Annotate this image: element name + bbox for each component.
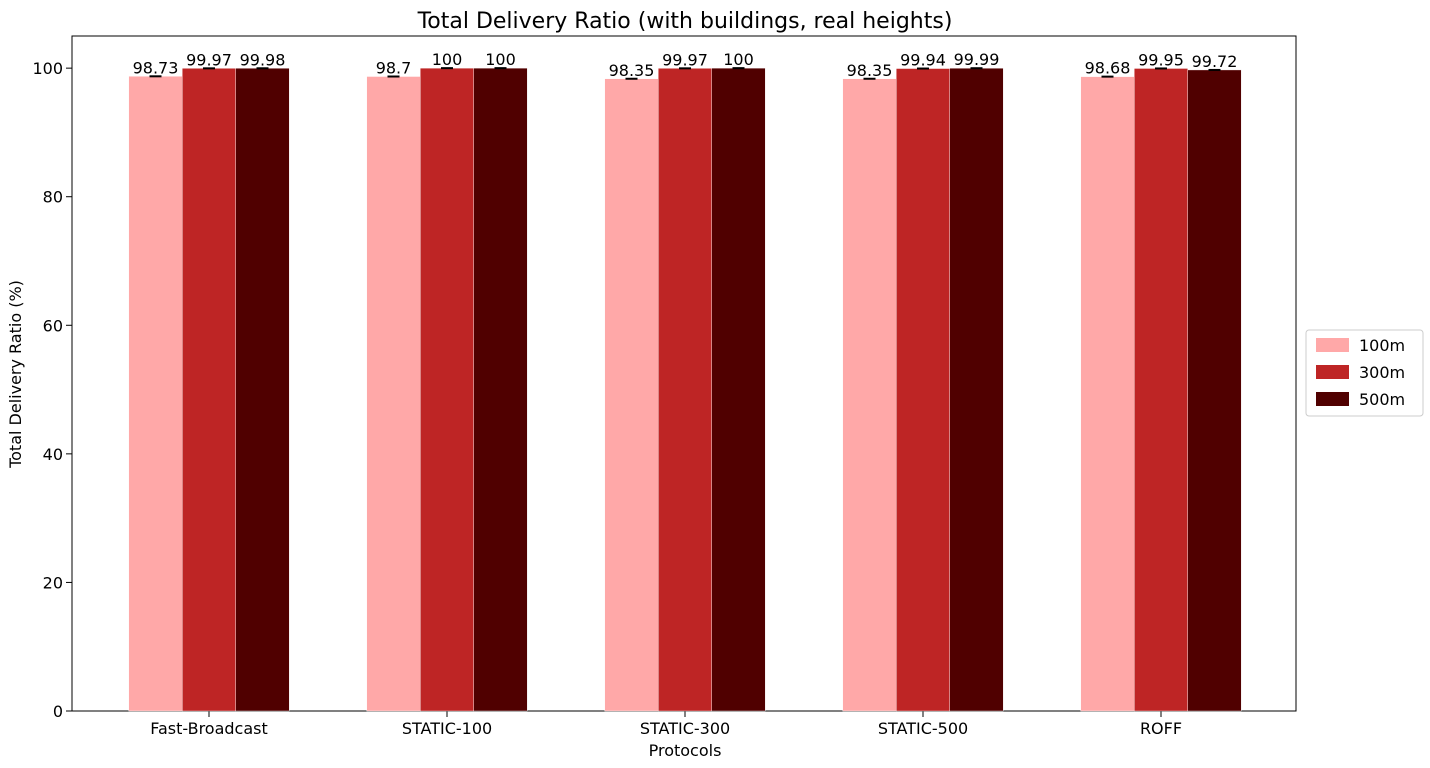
data-label: 99.95 [1138, 50, 1184, 69]
bar [420, 67, 474, 712]
data-label: 99.94 [900, 51, 946, 70]
bar [658, 68, 712, 712]
y-tick-label: 80 [43, 188, 63, 207]
y-axis-label: Total Delivery Ratio (%) [6, 280, 25, 469]
bar [711, 67, 766, 712]
legend: 100m 300m 500m [1305, 329, 1424, 417]
bar [1187, 69, 1242, 712]
data-label: 100 [723, 50, 754, 69]
bar [235, 68, 290, 712]
x-tick-label: ROFF [1140, 719, 1182, 738]
data-label: 100 [485, 50, 516, 69]
x-axis-label: Protocols [649, 741, 722, 760]
bar [128, 76, 183, 712]
bar [1134, 68, 1188, 712]
y-tick-label: 40 [43, 445, 63, 464]
data-label: 99.72 [1192, 52, 1238, 71]
data-label: 98.7 [376, 59, 412, 78]
x-tick-label: STATIC-100 [402, 719, 492, 738]
bar [896, 68, 950, 712]
legend-label: 100m [1359, 336, 1405, 355]
bar [949, 68, 1004, 712]
legend-label: 300m [1359, 363, 1405, 382]
y-tick-label: 60 [43, 316, 63, 335]
data-label: 98.73 [133, 58, 179, 77]
data-label: 98.35 [609, 61, 655, 80]
legend-swatch [1316, 392, 1349, 406]
x-tick-label: STATIC-300 [640, 719, 730, 738]
data-label: 99.98 [240, 50, 286, 69]
chart-title: Total Delivery Ratio (with buildings, re… [417, 9, 953, 34]
legend-swatch [1316, 365, 1349, 379]
data-label: 98.68 [1085, 59, 1131, 78]
bar [366, 76, 421, 712]
legend-label: 500m [1359, 390, 1405, 409]
data-label: 99.97 [186, 50, 232, 69]
data-label: 98.35 [847, 61, 893, 80]
bar [182, 68, 236, 712]
y-tick-label: 0 [53, 702, 63, 721]
data-label: 99.97 [662, 50, 708, 69]
bar [604, 78, 659, 712]
x-tick-label: STATIC-500 [878, 719, 968, 738]
x-tick-label: Fast-Broadcast [150, 719, 268, 738]
y-tick-label: 100 [32, 59, 63, 78]
plot-area: 0 20 40 60 80 100 Fast-Broadcast 98.73 99.97 99.9… [32, 35, 1297, 738]
y-tick-label: 20 [43, 573, 63, 592]
bar [1080, 76, 1135, 712]
bar [473, 67, 528, 712]
data-label: 99.99 [954, 50, 1000, 69]
legend-swatch [1316, 338, 1349, 352]
data-label: 100 [432, 50, 463, 69]
bar [842, 78, 897, 712]
